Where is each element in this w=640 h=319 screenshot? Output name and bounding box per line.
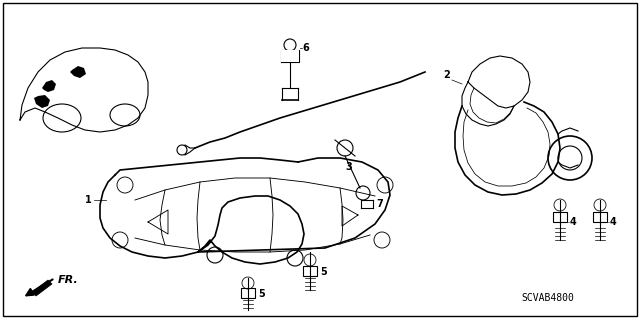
Polygon shape — [32, 280, 52, 296]
Bar — [303, 266, 317, 276]
Text: 6: 6 — [302, 43, 308, 53]
Text: 5: 5 — [320, 267, 327, 277]
Bar — [241, 288, 255, 298]
Text: SCVAB4800: SCVAB4800 — [522, 293, 575, 303]
Bar — [553, 212, 567, 222]
Text: 3: 3 — [346, 162, 353, 172]
Bar — [593, 212, 607, 222]
Text: 4: 4 — [610, 217, 617, 227]
Text: 7: 7 — [376, 199, 383, 209]
Polygon shape — [42, 80, 56, 92]
Text: 2: 2 — [444, 70, 450, 80]
Text: FR.: FR. — [58, 275, 79, 285]
Polygon shape — [34, 95, 50, 108]
Text: 4: 4 — [570, 217, 577, 227]
Polygon shape — [281, 50, 299, 62]
Text: 1: 1 — [85, 195, 92, 205]
Polygon shape — [70, 66, 86, 78]
Text: 5: 5 — [258, 289, 265, 299]
